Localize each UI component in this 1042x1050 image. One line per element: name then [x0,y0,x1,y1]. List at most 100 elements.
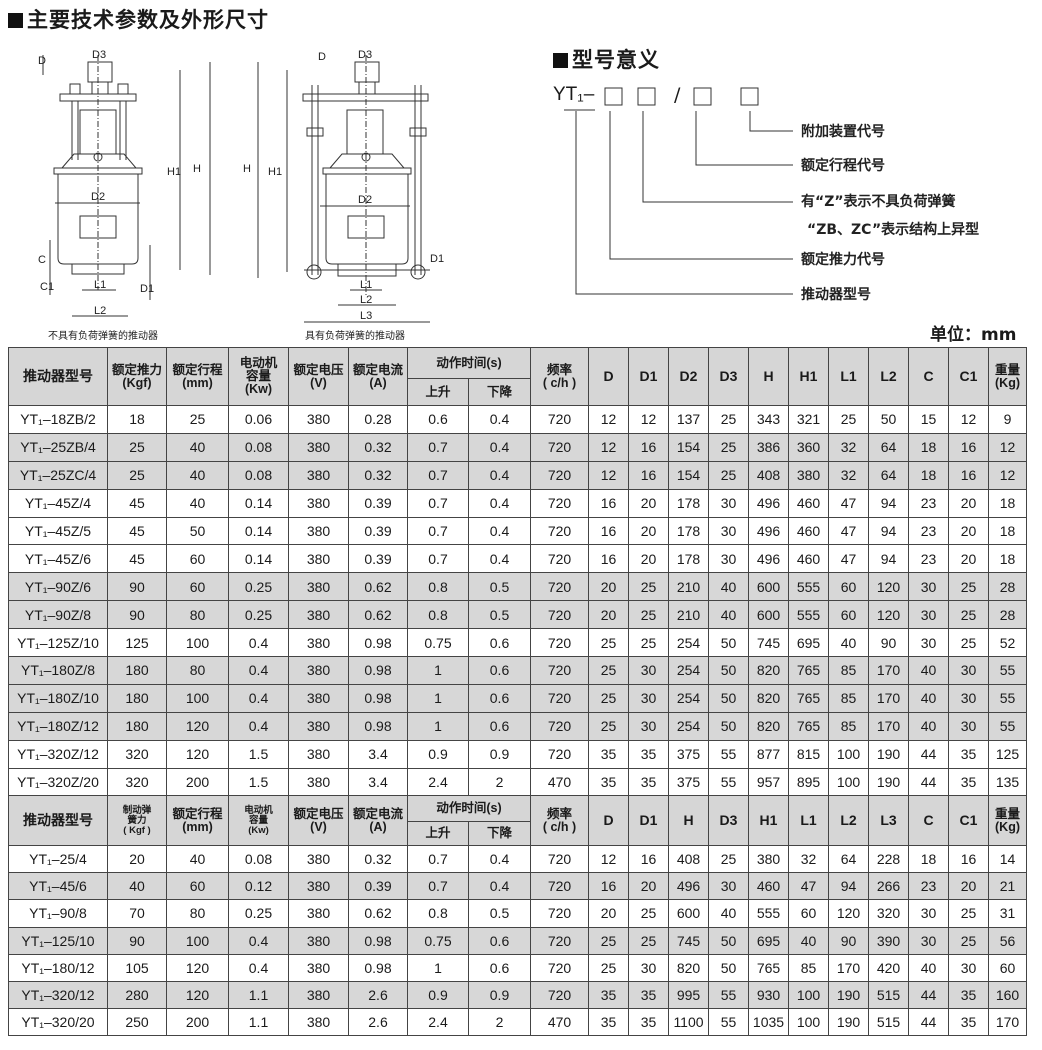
value-cell: 190 [828,1008,869,1037]
square-bullet-icon [553,53,568,68]
value-cell: 35 [588,739,629,769]
value-cell: 21 [988,872,1027,901]
header-thrust-label: 额定推力 [111,362,162,377]
header-spring-force: 制动弹簧力( Kgf ) [107,795,167,846]
value-cell: 460 [788,516,829,546]
value-cell: 0.75 [407,926,469,955]
model-cell: YT₁–45Z/4 [8,488,108,518]
label-l1: L1 [94,279,106,291]
spec-table-without-spring: 推动器型号 额定推力 (Kgf) 额定行程 (mm) 电动机容量 (Kw) 额定电压(… [8,347,1027,797]
model-section-title: 型号意义 [553,44,660,74]
header-action-time: 动作时间(s) [407,795,531,822]
value-cell: 9 [988,405,1027,434]
value-cell: 420 [868,953,909,982]
value-cell: 120 [166,739,229,769]
value-cell: 25 [948,600,989,630]
value-cell: 30 [908,899,949,928]
value-cell: 720 [530,656,589,685]
value-cell: 390 [868,926,909,955]
value-cell: 80 [166,600,229,630]
value-cell: 50 [708,683,749,713]
value-cell: 45 [107,516,167,546]
header-motor: 电动机容量 (Kw) [228,347,289,406]
value-cell: 16 [628,844,669,874]
value-cell: 0.7 [407,460,469,490]
model-cell: YT₁–180Z/10 [8,683,108,713]
header-dim: D [588,795,629,846]
value-cell: 2.6 [348,1008,408,1037]
value-cell: 720 [530,872,589,901]
value-cell: 380 [288,953,349,982]
value-cell: 170 [828,953,869,982]
model-cell: YT₁–180Z/12 [8,711,108,741]
value-cell: 408 [668,844,709,874]
value-cell: 12 [588,844,629,874]
table-row: YT₁–180Z/8 180 80 0.4 380 0.98 1 0.6 720 25 30 254 5… [8,656,1027,685]
value-cell: 190 [828,980,869,1010]
value-cell: 94 [868,488,909,518]
value-cell: 254 [668,683,709,713]
value-cell: 25 [628,926,669,955]
header-up: 上升 [407,378,469,406]
table-row: YT₁–45Z/6 45 60 0.14 380 0.39 0.7 0.4 720 16 20 178… [8,544,1027,574]
value-cell: 720 [530,683,589,713]
table-row: YT₁–320/12 280 120 1.1 380 2.6 0.9 0.9 720 35 35 99… [8,980,1027,1010]
value-cell: 160 [988,980,1027,1010]
value-cell: 44 [908,1008,949,1037]
value-cell: 40 [166,460,229,490]
model-cell: YT₁–25ZB/4 [8,432,108,462]
value-cell: 0.06 [228,405,289,434]
value-cell: 515 [868,980,909,1010]
actuator-drawings: D3 D H1 H D2 C C1 L1 L2 D1 不具有负荷弹簧的推动器 D… [38,49,444,342]
value-cell: 228 [868,844,909,874]
value-cell: 0.4 [468,405,531,434]
value-cell: 85 [788,953,829,982]
legend-accessory-code: 附加装置代号 [801,124,885,140]
header-weight: 重量 (Kg) [988,347,1027,406]
value-cell: 16 [628,460,669,490]
value-cell: 957 [748,767,789,797]
value-cell: 55 [988,711,1027,741]
value-cell: 14 [988,844,1027,874]
header-weight-label: 重量 [994,806,1020,821]
value-cell: 380 [288,656,349,685]
value-cell: 25 [628,572,669,602]
value-cell: 765 [748,953,789,982]
value-cell: 380 [288,767,349,797]
value-cell: 0.4 [228,926,289,955]
value-cell: 154 [668,432,709,462]
header-freq-label: 频率 [546,362,572,377]
value-cell: 375 [668,739,709,769]
value-cell: 100 [166,628,229,658]
header-stroke: 额定行程 (mm) [166,795,229,846]
value-cell: 0.4 [228,628,289,658]
value-cell: 745 [748,628,789,658]
value-cell: 178 [668,488,709,518]
value-cell: 25 [948,899,989,928]
value-cell: 0.98 [348,656,408,685]
value-cell: 40 [788,926,829,955]
value-cell: 50 [708,953,749,982]
value-cell: 60 [988,953,1027,982]
value-cell: 35 [948,767,989,797]
table-row: YT₁–125/10 90 100 0.4 380 0.98 0.75 0.6 720 25 25 7… [8,926,1027,955]
label-h: H [193,163,201,175]
value-cell: 0.4 [468,432,531,462]
value-cell: 380 [288,544,349,574]
value-cell: 25 [107,432,167,462]
value-cell: 28 [988,572,1027,602]
value-cell: 47 [828,516,869,546]
value-cell: 386 [748,432,789,462]
header-dim: D1 [628,347,669,406]
value-cell: 0.08 [228,844,289,874]
value-cell: 720 [530,899,589,928]
value-cell: 12 [588,460,629,490]
table1-body: YT₁–18ZB/2 18 25 0.06 380 0.28 0.6 0.4 720 12 12 13… [8,405,1027,797]
header-dim: C [908,795,949,846]
value-cell: 1.5 [228,739,289,769]
label-d1: D1 [430,253,444,265]
value-cell: 1.1 [228,1008,289,1037]
value-cell: 0.7 [407,488,469,518]
value-cell: 45 [107,544,167,574]
value-cell: 90 [107,572,167,602]
